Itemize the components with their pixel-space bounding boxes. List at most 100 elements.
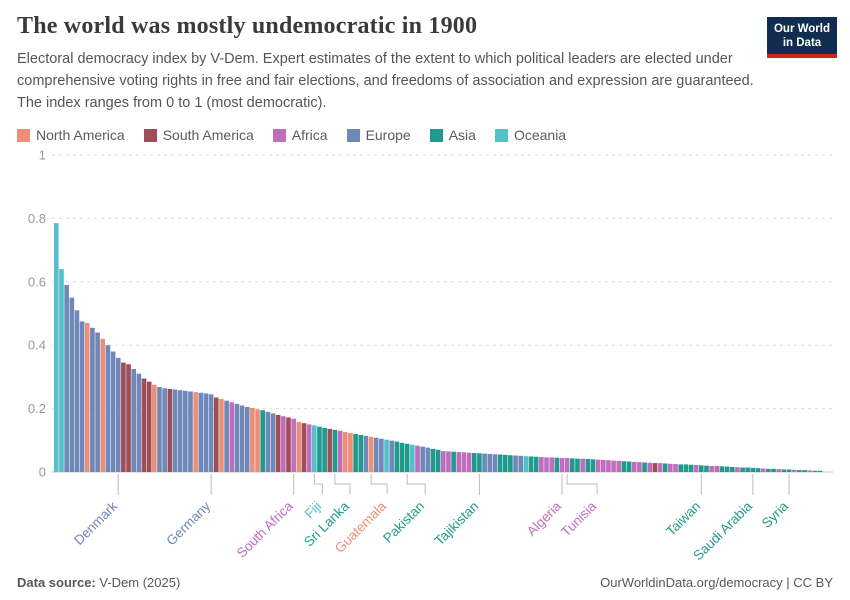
bar[interactable] xyxy=(219,399,224,473)
bar[interactable] xyxy=(642,462,647,473)
bar[interactable] xyxy=(699,465,704,473)
bar[interactable] xyxy=(487,454,493,473)
bar[interactable] xyxy=(755,468,761,473)
bar[interactable] xyxy=(84,323,90,473)
bar[interactable] xyxy=(580,458,585,473)
bar[interactable] xyxy=(110,351,116,473)
bar[interactable] xyxy=(600,460,606,473)
x-axis-country-label[interactable]: Tunisia xyxy=(558,498,599,539)
legend-item-oceania[interactable]: Oceania xyxy=(494,127,566,143)
bar[interactable] xyxy=(105,345,111,473)
x-axis-country-label[interactable]: Tajikistan xyxy=(432,499,482,549)
bar[interactable] xyxy=(270,413,276,473)
bar[interactable] xyxy=(146,381,152,473)
bar[interactable] xyxy=(539,457,544,473)
bar[interactable] xyxy=(193,392,198,473)
bar[interactable] xyxy=(693,465,699,473)
bar[interactable] xyxy=(54,223,59,473)
x-axis-country-label[interactable]: Pakistan xyxy=(380,499,427,546)
bar[interactable] xyxy=(172,389,178,473)
bar[interactable] xyxy=(508,455,513,473)
bar[interactable] xyxy=(255,409,260,473)
bar[interactable] xyxy=(771,469,776,473)
bar[interactable] xyxy=(373,438,379,473)
bar[interactable] xyxy=(126,364,131,473)
bar[interactable] xyxy=(606,460,611,473)
bar[interactable] xyxy=(502,455,508,473)
x-axis-country-label[interactable]: Syria xyxy=(759,498,792,531)
footer-link[interactable]: OurWorldinData.org/democracy | CC BY xyxy=(600,575,833,591)
bar[interactable] xyxy=(415,445,420,473)
bar[interactable] xyxy=(157,387,162,473)
legend-item-asia[interactable]: Asia xyxy=(429,127,476,143)
bar[interactable] xyxy=(131,369,137,473)
bar[interactable] xyxy=(786,469,792,473)
legend-item-europe[interactable]: Europe xyxy=(346,127,411,143)
bar[interactable] xyxy=(724,466,730,473)
bar[interactable] xyxy=(74,310,80,473)
bar[interactable] xyxy=(740,467,745,473)
owid-logo[interactable]: Our World in Data xyxy=(767,17,837,59)
bar[interactable] xyxy=(353,434,358,473)
bar[interactable] xyxy=(668,464,673,473)
bar[interactable] xyxy=(317,426,322,473)
bar[interactable] xyxy=(719,466,725,473)
bar[interactable] xyxy=(229,402,235,473)
bar[interactable] xyxy=(95,332,100,473)
bar[interactable] xyxy=(224,400,229,473)
bar[interactable] xyxy=(379,438,384,473)
bar[interactable] xyxy=(250,408,255,473)
bar[interactable] xyxy=(198,393,204,473)
bar[interactable] xyxy=(802,470,807,473)
bar[interactable] xyxy=(420,446,425,473)
bar[interactable] xyxy=(100,339,106,473)
bar[interactable] xyxy=(296,422,302,473)
x-axis-country-label[interactable]: Denmark xyxy=(71,499,121,549)
x-axis-country-label[interactable]: Germany xyxy=(163,499,213,549)
bar[interactable] xyxy=(337,431,343,473)
bar[interactable] xyxy=(275,415,281,473)
bar[interactable] xyxy=(435,450,441,473)
bar[interactable] xyxy=(368,437,374,473)
bar[interactable] xyxy=(637,462,642,473)
legend-item-africa[interactable]: Africa xyxy=(272,127,328,143)
bar[interactable] xyxy=(616,461,622,473)
bar[interactable] xyxy=(404,444,410,473)
bar[interactable] xyxy=(183,391,188,473)
bar[interactable] xyxy=(394,441,400,473)
bar[interactable] xyxy=(513,455,518,473)
bar[interactable] xyxy=(208,394,214,473)
bar[interactable] xyxy=(781,469,787,473)
bar[interactable] xyxy=(69,297,75,473)
bar[interactable] xyxy=(342,432,348,473)
bar[interactable] xyxy=(141,378,147,473)
bar[interactable] xyxy=(533,457,539,473)
bar[interactable] xyxy=(301,423,307,473)
bar[interactable] xyxy=(559,458,565,473)
bar[interactable] xyxy=(704,465,709,473)
bar[interactable] xyxy=(203,393,209,473)
bar[interactable] xyxy=(683,464,689,473)
bar[interactable] xyxy=(188,391,193,473)
bar[interactable] xyxy=(466,452,472,473)
bar[interactable] xyxy=(451,451,456,473)
bar[interactable] xyxy=(621,461,627,473)
bar[interactable] xyxy=(766,469,771,473)
bar[interactable] xyxy=(348,433,353,473)
bar[interactable] xyxy=(306,424,312,473)
bar[interactable] xyxy=(482,453,487,473)
bar[interactable] xyxy=(678,464,683,473)
legend-item-south-america[interactable]: South America xyxy=(143,127,254,143)
bar[interactable] xyxy=(291,418,296,473)
bar[interactable] xyxy=(549,457,554,473)
bar[interactable] xyxy=(585,459,591,473)
bar[interactable] xyxy=(441,451,446,473)
bar[interactable] xyxy=(652,463,658,473)
bar[interactable] xyxy=(631,462,637,473)
bar[interactable] xyxy=(410,444,415,473)
bar[interactable] xyxy=(647,463,653,473)
bar[interactable] xyxy=(234,404,240,473)
bar[interactable] xyxy=(177,390,183,473)
bar[interactable] xyxy=(322,428,327,473)
bar[interactable] xyxy=(446,451,451,473)
